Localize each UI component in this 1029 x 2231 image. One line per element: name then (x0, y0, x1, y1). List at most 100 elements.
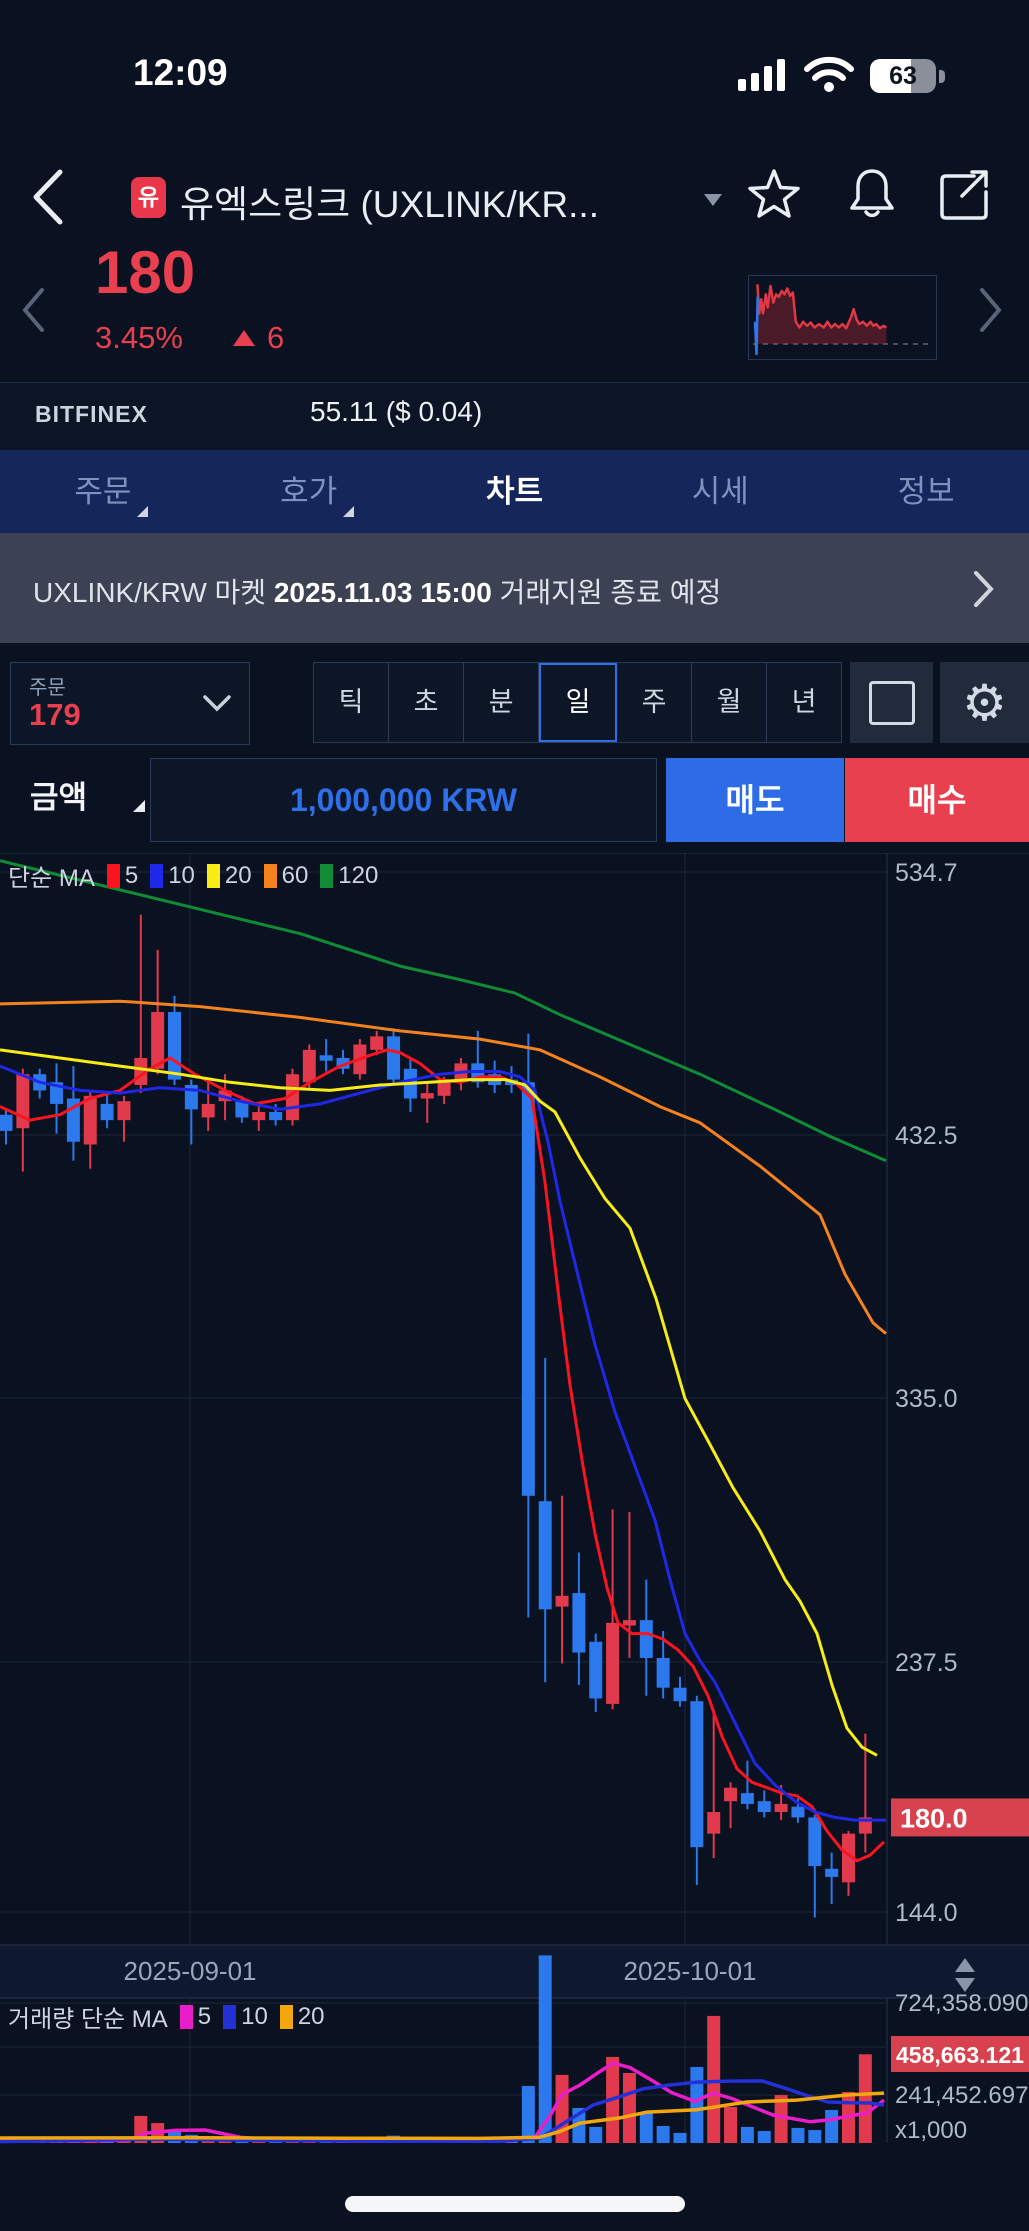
exchange-name: BITFINEX (35, 401, 148, 427)
legend-label: 60 (281, 861, 309, 889)
svg-text:237.5: 237.5 (895, 1649, 958, 1677)
timeframe-초[interactable]: 초 (389, 663, 464, 742)
date-label: 2025-10-01 (624, 1956, 757, 1986)
change-value: 6 (267, 320, 285, 355)
tab-정보[interactable]: 정보 (897, 474, 955, 509)
back-button[interactable] (30, 168, 66, 226)
timeframe-틱[interactable]: 틱 (314, 663, 389, 742)
next-coin-chevron[interactable] (978, 286, 1004, 334)
amount-submenu-triangle (133, 800, 145, 812)
battery-icon: 63 (870, 59, 936, 93)
ma-legend: 단순 MA 5 10 20 60 120 (8, 858, 378, 893)
legend-swatch (150, 863, 164, 888)
legend-label: 5 (124, 861, 139, 889)
order-count-dropdown[interactable]: 주문 179 (10, 662, 250, 745)
home-indicator[interactable] (345, 2196, 685, 2212)
amount-label[interactable]: 금액 (30, 780, 88, 815)
volume-ma-line-VMA10 (0, 2079, 885, 2144)
price-axis[interactable]: 534.7 432.5 335.0 237.5 144.0 724,358.090 241,… (891, 859, 1029, 2144)
candles-layer (0, 914, 872, 1918)
date-label: 2025-09-01 (124, 1956, 257, 1986)
legend-title: 단순 MA (8, 865, 95, 892)
status-time: 12:09 (133, 52, 228, 93)
timeframe-월[interactable]: 월 (692, 663, 767, 742)
svg-text:335.0: 335.0 (895, 1385, 958, 1413)
volume-ma-line-VMA20 (0, 2091, 885, 2141)
square-icon (868, 680, 915, 725)
coin-icon: 유 (131, 177, 166, 218)
timeframe-주[interactable]: 주 (617, 663, 692, 742)
timeframe-년[interactable]: 년 (791, 687, 817, 717)
last-price-badge (891, 1798, 1029, 1837)
tab-호가[interactable]: 호가 (206, 450, 412, 533)
sell-button[interactable]: 매도 (666, 758, 844, 842)
svg-text:534.7: 534.7 (895, 859, 958, 887)
volume-ma-legend: 거래량 단순 MA 5 10 20 (8, 1999, 325, 2034)
chart-style-button[interactable] (850, 662, 933, 743)
prev-coin-chevron[interactable] (20, 286, 46, 334)
submenu-triangle-icon (137, 506, 149, 517)
legend-label: 20 (224, 861, 252, 889)
legend-label: 10 (168, 861, 195, 889)
ma-lines-layer (0, 859, 887, 1863)
notice-banner[interactable]: UXLINK/KRW 마켓 2025.11.03 15:00 거래지원 종료 예… (0, 533, 1029, 643)
tab-시세[interactable]: 시세 (691, 474, 749, 509)
ma-line-MA5 (0, 1048, 886, 1863)
notice-chevron-icon (974, 571, 994, 607)
share-button[interactable] (938, 166, 992, 222)
legend-title: 거래량 단순 MA (8, 2006, 168, 2033)
tab-차트[interactable]: 차트 (485, 474, 544, 509)
timeframe-분[interactable]: 분 (464, 663, 539, 742)
exchange-price: 55.11 ($ 0.04) (310, 396, 483, 427)
ma-line-MA10 (0, 1064, 886, 1822)
legend-swatch (223, 2004, 237, 2029)
legend-swatch (106, 863, 120, 888)
svg-text:458,663.121: 458,663.121 (896, 2042, 1024, 2068)
legend-swatch (263, 863, 277, 888)
legend-swatch (320, 863, 334, 888)
notice-text: UXLINK/KRW 마켓 2025.11.03 15:00 거래지원 종료 예… (33, 577, 722, 608)
svg-text:241,452.697: 241,452.697 (895, 2082, 1028, 2109)
ma-line-MA120 (0, 859, 887, 1163)
chevron-down-icon[interactable] (704, 194, 722, 206)
ma-line-MA20 (0, 1048, 878, 1757)
favorite-star-button[interactable] (748, 168, 800, 220)
tab-주문[interactable]: 주문 (0, 450, 206, 533)
order-value: 179 (29, 697, 81, 732)
axis-scale-toggle-icon (955, 1958, 975, 1992)
svg-text:432.5: 432.5 (895, 1122, 958, 1150)
legend-swatch (206, 863, 220, 888)
legend-label: 5 (197, 2002, 212, 2030)
exchange-reference-row (0, 382, 1029, 452)
ma-line-MA60 (0, 999, 887, 1335)
main-chart[interactable]: 2025-09-01 2025-10-01 534.7 432.5 335.0 237.5… (0, 853, 1029, 2231)
tab-bar: 주문 호가 차트 시세 정보 (0, 450, 1029, 533)
legend-swatch (179, 2004, 193, 2029)
timeframe-일[interactable]: 일 (539, 663, 617, 742)
amount-input[interactable]: 1,000,000 KRW (150, 758, 657, 842)
wifi-icon (804, 56, 854, 92)
volume-layer (0, 1955, 887, 2144)
volume-ma-line-VMA5 (0, 2061, 886, 2144)
page-title[interactable]: 유엑스링크 (UXLINK/KR... (180, 184, 599, 225)
svg-text:180.0: 180.0 (900, 1803, 968, 1833)
legend-label: 10 (241, 2002, 268, 2030)
order-label: 주문 (29, 677, 66, 699)
cellular-signal-icon (738, 59, 785, 91)
up-triangle-icon (233, 330, 255, 346)
legend-label: 20 (297, 2002, 325, 2030)
legend-label: 120 (338, 861, 379, 889)
svg-text:724,358.090: 724,358.090 (895, 1990, 1028, 2017)
notification-bell-button[interactable] (846, 166, 898, 222)
buy-button[interactable]: 매수 (845, 758, 1029, 842)
chart-settings-button[interactable]: ⚙ (940, 662, 1029, 743)
submenu-triangle-icon (343, 506, 355, 517)
date-axis[interactable]: 2025-09-01 2025-10-01 (0, 1944, 1029, 1999)
last-volume-badge (891, 2036, 1029, 2072)
legend-swatch (279, 2004, 293, 2029)
gear-icon: ⚙ (962, 673, 1007, 732)
mini-sparkline-chart[interactable] (748, 275, 937, 360)
volume-unit-label: x1,000 (895, 2117, 967, 2144)
